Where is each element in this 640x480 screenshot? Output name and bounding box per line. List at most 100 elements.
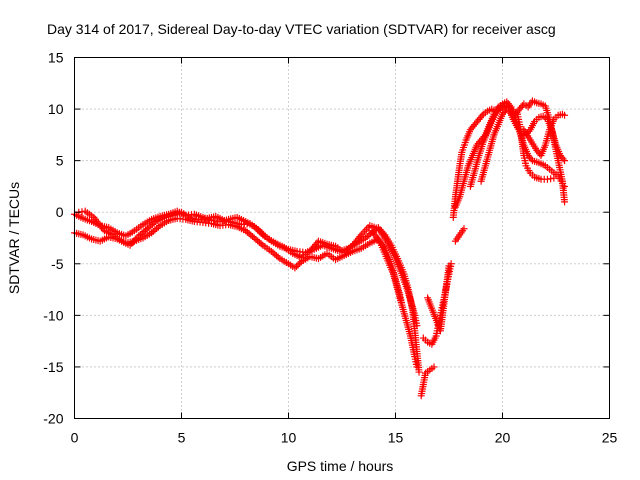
data-point (397, 299, 405, 307)
data-point (459, 227, 467, 235)
x-tick-label: 10 (281, 430, 297, 446)
data-point (545, 113, 553, 121)
data-point (481, 109, 489, 117)
data-point (243, 220, 251, 228)
data-point (150, 219, 158, 227)
data-point (372, 224, 380, 232)
x-axis-label: GPS time / hours (287, 458, 394, 474)
data-point (88, 212, 96, 220)
data-point (312, 241, 320, 249)
data-point (402, 314, 410, 322)
data-point (554, 154, 562, 162)
data-point (512, 122, 520, 130)
data-point (426, 339, 434, 347)
data-point (255, 238, 263, 246)
data-point (487, 120, 495, 128)
data-point (526, 153, 534, 161)
data-point (491, 111, 499, 119)
data-point (364, 240, 372, 248)
data-point (508, 113, 516, 121)
data-point (549, 134, 557, 142)
y-tick-label: -5 (51, 256, 64, 272)
data-point (556, 111, 564, 119)
data-point (270, 238, 278, 246)
data-point (455, 195, 463, 203)
x-tick-label: 15 (388, 430, 404, 446)
data-point (395, 263, 403, 271)
data-point (375, 237, 383, 245)
data-point (99, 225, 107, 233)
data-point (470, 169, 478, 177)
data-point (364, 223, 372, 231)
y-tick-label: -20 (43, 411, 63, 427)
data-point (273, 252, 281, 260)
x-tick-labels: 0 5 10 15 20 25 (71, 430, 618, 446)
data-point (115, 236, 123, 244)
data-points (71, 97, 569, 400)
data-point (410, 309, 418, 317)
y-tick-label: 10 (48, 101, 64, 117)
data-point (531, 144, 539, 152)
data-point (278, 242, 286, 250)
data-point (148, 220, 156, 228)
data-point (533, 115, 541, 123)
data-point (453, 179, 461, 187)
data-point (535, 99, 543, 107)
data-point (345, 244, 353, 252)
data-point (412, 360, 420, 368)
y-axis-label: SDTVAR / TECUs (6, 182, 22, 294)
data-point (382, 252, 390, 260)
data-point (476, 114, 484, 122)
data-point (258, 229, 266, 237)
data-point (474, 139, 482, 147)
data-point (483, 130, 491, 138)
axis-ticks (74, 57, 610, 419)
data-point (124, 240, 132, 248)
data-point (517, 103, 525, 111)
y-tick-label: 0 (56, 204, 64, 220)
data-point (406, 330, 414, 338)
data-point (472, 143, 480, 151)
data-point (421, 371, 429, 379)
data-point (505, 107, 513, 115)
data-point (179, 215, 187, 223)
data-point (431, 334, 439, 342)
data-point (531, 98, 539, 106)
data-point (256, 227, 264, 235)
data-point (354, 234, 362, 242)
data-point (493, 123, 501, 131)
data-point (78, 208, 86, 216)
data-point (393, 283, 401, 291)
data-point (227, 218, 235, 226)
data-point (410, 350, 418, 358)
data-point (153, 225, 161, 233)
data-point (261, 232, 269, 240)
data-point (534, 148, 542, 156)
data-point (133, 234, 141, 242)
data-point (85, 234, 93, 242)
y-tick-label: 5 (56, 153, 64, 169)
data-point (406, 294, 414, 302)
data-point (137, 222, 145, 230)
data-point (525, 167, 533, 175)
data-point (247, 231, 255, 239)
data-point (513, 109, 521, 117)
plot-frame (74, 57, 610, 419)
data-point (145, 217, 153, 225)
data-point (158, 214, 166, 222)
data-point (260, 231, 268, 239)
data-point (489, 133, 497, 141)
data-point (388, 268, 396, 276)
data-point (312, 254, 320, 262)
data-point (438, 304, 446, 312)
data-point (466, 128, 474, 136)
data-point (304, 249, 312, 257)
data-point (499, 102, 506, 110)
data-point (533, 158, 541, 166)
x-tick-label: 25 (602, 430, 618, 446)
data-point (457, 151, 465, 159)
data-point (252, 224, 260, 232)
data-point (294, 261, 302, 269)
data-point (329, 242, 337, 250)
